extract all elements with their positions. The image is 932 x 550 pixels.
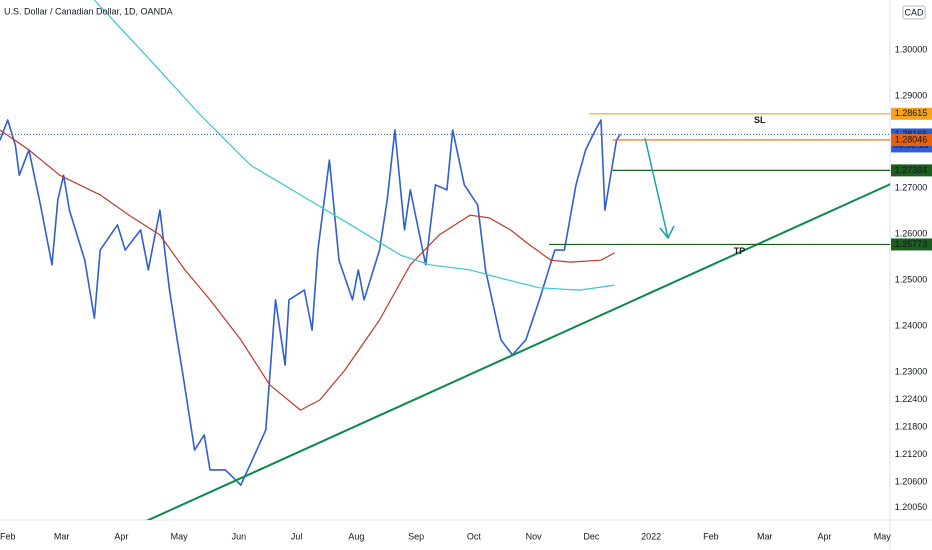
x-tick-label: Feb xyxy=(0,531,15,541)
series-line xyxy=(146,183,890,520)
y-tick-label: 1.30000 xyxy=(895,44,928,54)
arrow xyxy=(644,137,675,240)
price-label-box xyxy=(891,107,932,120)
y-tick-label: 1.24000 xyxy=(895,320,928,330)
x-tick-label: May xyxy=(874,531,892,541)
series-line xyxy=(0,119,621,486)
plot-area: SL TP xyxy=(0,0,890,520)
x-tick-label: Dec xyxy=(583,531,600,541)
x-tick-label: Apr xyxy=(114,531,128,541)
series-line xyxy=(93,0,615,291)
price-label-box xyxy=(891,133,932,146)
x-tick-label: Nov xyxy=(526,531,543,541)
y-tick-label: 1.26000 xyxy=(895,228,928,238)
y-tick-label: 1.25000 xyxy=(895,274,928,284)
price-label-box xyxy=(891,164,932,177)
x-tick-label: Oct xyxy=(467,531,482,541)
x-tick-label: Aug xyxy=(348,531,364,541)
x-tick-label: Jun xyxy=(232,531,247,541)
y-tick-label: 1.20050 xyxy=(895,502,928,512)
axes: 1.30000 1.29000 1.27000 1.26000 1.25000 1.240… xyxy=(0,44,932,541)
currency-label: CAD xyxy=(904,7,924,17)
level-annotation: TP xyxy=(734,246,746,256)
price-label-box xyxy=(891,238,932,251)
y-tick-label: 1.20600 xyxy=(895,477,928,487)
chart-title: U.S. Dollar / Canadian Dollar, 1D, OANDA xyxy=(4,6,173,16)
currency-box xyxy=(902,5,926,20)
price-label: 1.28166 xyxy=(895,129,928,139)
price-label: 1.28046 xyxy=(895,134,928,144)
y-tick-label: 1.21800 xyxy=(895,422,928,432)
y-tick-label: 1.23000 xyxy=(895,366,928,376)
x-tick-label: May xyxy=(171,531,189,541)
series-line xyxy=(0,129,615,411)
level-annotation: SL xyxy=(754,115,766,125)
x-tick-label: Feb xyxy=(703,531,719,541)
y-tick-label: 1.21200 xyxy=(895,449,928,459)
y-tick-label: 1.27000 xyxy=(895,182,928,192)
x-tick-label: Mar xyxy=(757,531,773,541)
y-tick-label: 1.29000 xyxy=(895,90,928,100)
x-tick-label: Sep xyxy=(408,531,424,541)
price-label: 1.27384 xyxy=(895,165,928,175)
x-tick-label: Mar xyxy=(54,531,70,541)
x-tick-label: Jul xyxy=(291,531,303,541)
x-tick-label: 2022 xyxy=(641,531,661,541)
y-tick-label: 1.22400 xyxy=(895,394,928,404)
price-label: 1.28615 xyxy=(895,108,928,118)
price-label: 1.25773 xyxy=(895,239,928,249)
x-tick-label: Apr xyxy=(817,531,831,541)
